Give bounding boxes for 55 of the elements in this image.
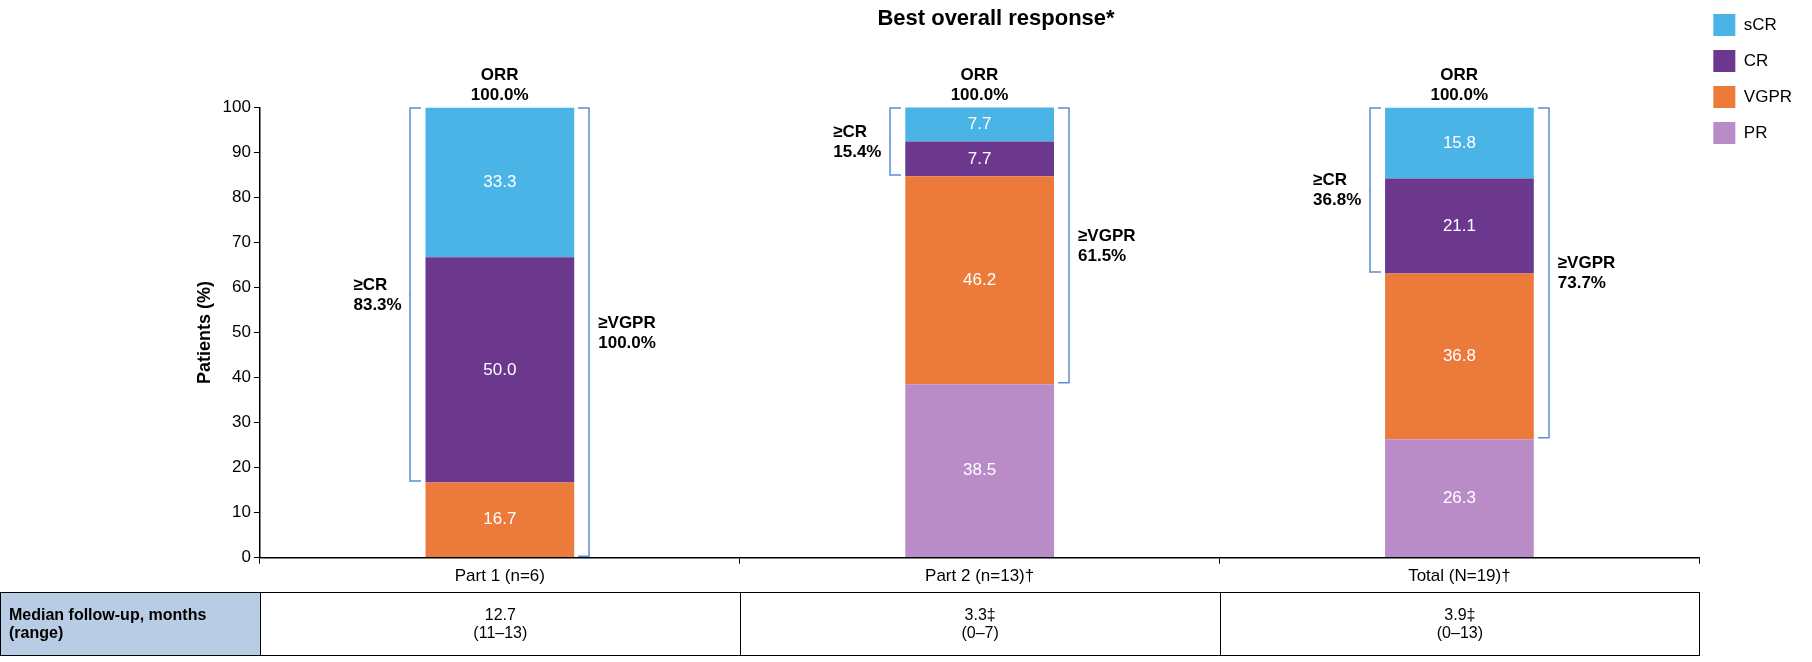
- y-tick-label: 60: [232, 277, 251, 297]
- x-tick-label: Total (N=19)†: [1408, 566, 1511, 586]
- data-label: 46.2: [963, 269, 997, 289]
- x-tick-label: Part 1 (n=6): [454, 566, 545, 586]
- y-tick-label: 70: [232, 232, 251, 252]
- annotation: ≥CR 36.8%: [1313, 170, 1362, 211]
- annotation: ≥VGPR 73.7%: [1557, 253, 1616, 294]
- legend-label: VGPR: [1743, 86, 1793, 106]
- data-label: 36.8: [1442, 346, 1476, 366]
- text: 3.9‡ (0–13): [1220, 592, 1700, 656]
- data-label: 26.3: [1442, 487, 1476, 507]
- bar: [905, 141, 1055, 177]
- bar: [1385, 273, 1534, 440]
- annotation: ≥VGPR 61.5%: [1078, 225, 1136, 266]
- bar: [425, 107, 575, 258]
- bar: [425, 257, 575, 483]
- data-label: 50.0: [483, 359, 517, 379]
- data-label: 7.7: [967, 113, 992, 133]
- legend-label: PR: [1743, 122, 1768, 142]
- text: Median follow-up, months (range): [0, 592, 261, 656]
- y-tick-label: 40: [232, 367, 251, 387]
- data-label: 33.3: [483, 172, 517, 192]
- y-tick-label: 80: [232, 187, 251, 207]
- y-tick-label: 0: [241, 547, 251, 567]
- text: ORR 100.0%: [950, 65, 1009, 106]
- y-tick-label: 90: [232, 142, 251, 162]
- text: ORR 100.0%: [470, 65, 529, 106]
- bar: [905, 107, 1055, 142]
- x-tick-label: Part 2 (n=13)†: [925, 566, 1035, 586]
- bar: [425, 482, 575, 558]
- chart-title: Best overall response*: [877, 5, 1116, 31]
- legend-label: sCR: [1743, 14, 1777, 34]
- legend-label: CR: [1743, 50, 1769, 70]
- text: 3.3‡ (0–7): [740, 592, 1221, 656]
- bar: [1385, 107, 1534, 179]
- annotation: ≥VGPR 100.0%: [598, 312, 656, 353]
- bar: [1385, 439, 1534, 558]
- y-tick-label: 20: [232, 457, 251, 477]
- y-tick-label: 10: [232, 502, 251, 522]
- data-label: 16.7: [483, 509, 517, 529]
- y-axis-title: Patients (%): [193, 280, 214, 385]
- y-tick-label: 30: [232, 412, 251, 432]
- data-label: 38.5: [963, 460, 997, 480]
- data-label: 21.1: [1442, 215, 1476, 235]
- annotation: ≥CR 15.4%: [833, 121, 882, 162]
- text: ORR 100.0%: [1430, 65, 1489, 106]
- bar: [1385, 178, 1534, 274]
- bar: [905, 176, 1055, 385]
- annotation: ≥CR 83.3%: [353, 274, 402, 315]
- y-tick-label: 100: [222, 97, 251, 117]
- bar: [905, 384, 1055, 558]
- data-label: 7.7: [967, 148, 992, 168]
- data-label: 15.8: [1442, 132, 1476, 152]
- text: 12.7 (11–13): [260, 592, 741, 656]
- y-tick-label: 50: [232, 322, 251, 342]
